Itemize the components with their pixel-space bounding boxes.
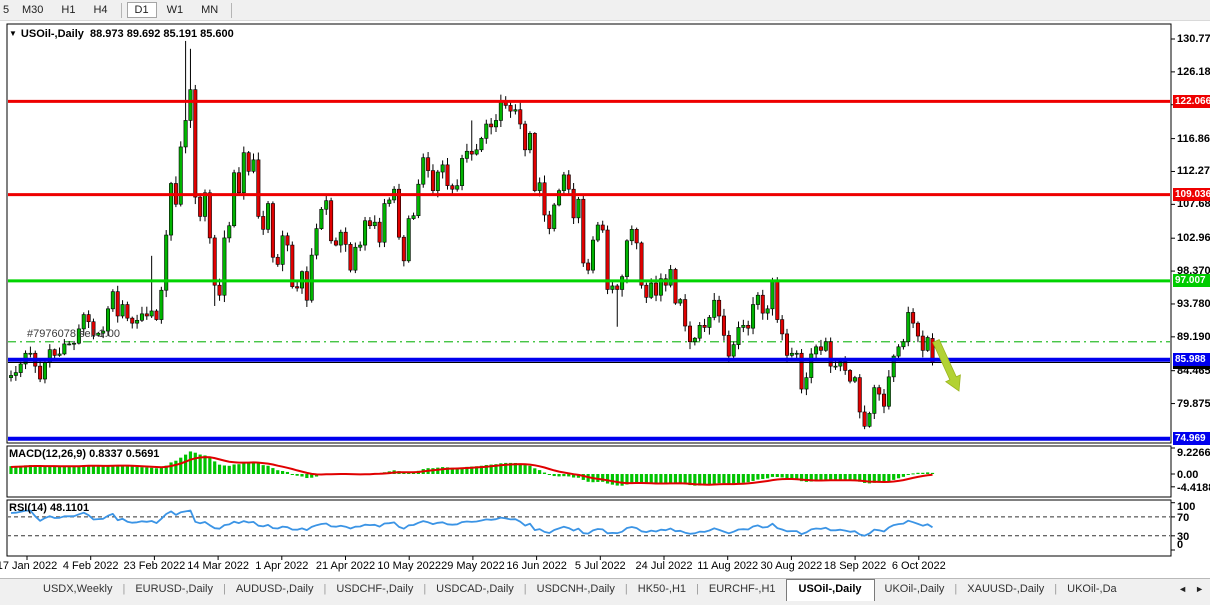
tab-separator: | [696,583,699,595]
timeframe-button-d1[interactable]: D1 [126,2,157,18]
rsi-indicator-label: RSI(14) 48.1101 [9,502,90,514]
axis-tick-label: 9.2266 [1177,447,1210,459]
axis-tick-label: 93.780 [1177,297,1210,310]
timeframe-button-m30[interactable]: M30 [22,4,44,16]
axis-tick-label: 89.190 [1177,330,1210,343]
chart-tab-audusd-daily[interactable]: AUDUSD-,Daily [235,583,314,595]
timeframe-toolbar: 5 M30 H1 H4 D1 W1 MN [0,0,1210,21]
chart-title-ohlc: 88.973 89.692 85.191 85.600 [90,28,234,40]
chart-tab-usdx-weekly[interactable]: USDX,Weekly [43,583,113,595]
date-axis-label: 1 Apr 2022 [255,560,309,572]
timeframe-button-h1[interactable]: H1 [61,4,76,16]
date-axis-label: 17 Jan 2022 [0,560,58,572]
timeframe-button-mn[interactable]: MN [201,4,219,16]
chart-title: ▼ USOil-,Daily 88.973 89.692 85.191 85.60… [9,28,234,40]
chart-tab-usdcnh-daily[interactable]: USDCNH-,Daily [536,583,615,595]
axis-tick-label: 0.00 [1177,469,1199,481]
axis-tick-label: 100 [1177,501,1196,513]
axis-tick-label: 126.180 [1177,65,1210,78]
date-axis-label: 23 Feb 2022 [123,560,186,572]
tab-separator: | [624,583,628,595]
timeframe-button-w1[interactable]: W1 [166,4,184,16]
date-axis-label: 24 Jul 2022 [635,560,693,572]
tab-separator: | [954,583,958,595]
date-axis-label: 4 Feb 2022 [62,560,119,572]
price-level-badge: 109.036 [1173,188,1210,202]
tab-separator: | [122,583,126,595]
axis-tick-label: 79.875 [1177,397,1210,410]
timeframe-button-5[interactable]: 5 [3,4,10,16]
timeframe-button-h4[interactable]: H4 [93,4,108,16]
axis-tick-label: 130.770 [1177,33,1210,45]
price-level-badge: 97.007 [1173,274,1210,288]
open-position-label: #7976078 sell 1.00 [27,328,120,340]
date-axis-label: 6 Oct 2022 [891,560,946,572]
chart-tab-usdchf-daily[interactable]: USDCHF-,Daily [336,583,414,595]
axis-tick-label: 70 [1177,511,1190,524]
date-axis-label: 29 May 2022 [441,560,505,572]
date-axis-label: 5 Jul 2022 [574,560,626,572]
macd-layer [9,451,935,486]
chart-tab-usoil-daily[interactable]: USOil-,Daily [785,579,875,601]
date-axis-label: 21 Apr 2022 [315,560,376,572]
chart-tab-ukoil-da[interactable]: UKOil-,Da [1067,583,1117,595]
collapse-triangle-icon[interactable]: ▼ [9,29,17,38]
tab-separator: | [523,583,527,595]
axis-tick-label: 0 [1177,539,1184,551]
axis-tick-label: 112.275 [1177,165,1210,178]
axis-tick-label: 30 [1177,530,1190,543]
date-axis-label: 11 Aug 2022 [697,560,759,572]
axis-tick-label: 116.865 [1177,132,1210,145]
chart-tab-xauusd-daily[interactable]: XAUUSD-,Daily [967,583,1045,595]
toolbar-separator [120,2,122,18]
chart-tab-usdcad-daily[interactable]: USDCAD-,Daily [436,583,514,595]
chart-tab-hk50-h1[interactable]: HK50-,H1 [637,583,687,595]
chart-tab-bar: USDX,Weekly | EURUSD-,Daily | AUDUSD-,Daily |… [0,578,1210,605]
date-axis-label: 10 May 2022 [377,560,441,572]
tab-scroll-right-button[interactable]: ► [1195,584,1204,594]
axis-tick-label: 102.960 [1177,232,1210,245]
tab-scroll-left-button[interactable]: ◄ [1178,584,1188,594]
price-level-badge: 85.988 [1173,353,1210,367]
date-axis-label: 30 Aug 2022 [760,560,823,572]
tab-separator: | [423,583,427,595]
candles-layer [9,40,935,430]
toolbar-separator [231,2,233,18]
rsi-layer [8,509,1170,537]
rsi-pane[interactable] [6,499,1172,557]
axis-tick-label: 107.685 [1177,198,1210,211]
price-level-badge: 122.066 [1173,94,1210,108]
price-pane[interactable] [6,23,1172,444]
date-axis-label: 16 Jun 2022 [506,560,567,572]
date-axis-label: 14 Mar 2022 [187,560,249,572]
macd-indicator-label: MACD(12,26,9) 0.8337 0.5691 [9,448,160,460]
axis-tick-label: 98.370 [1177,265,1210,278]
tab-separator: | [222,583,226,595]
date-axis-label: 18 Sep 2022 [823,560,887,572]
chart-tab-eurchf-h1[interactable]: EURCHF-,H1 [708,583,776,595]
axis-tick-label: -4.4188 [1177,481,1210,494]
chart-title-symbol: USOil-,Daily [20,28,84,40]
tab-separator: | [323,583,327,595]
down-arrow-annotation[interactable] [932,338,961,392]
chart-tab-ukoil-daily[interactable]: UKOil-,Daily [884,583,945,595]
chart-tab-eurusd-daily[interactable]: EURUSD-,Daily [135,583,213,595]
price-level-badge: 74.969 [1173,432,1210,446]
tab-separator: | [1054,583,1058,595]
horizontal-levels-layer [8,99,1170,441]
